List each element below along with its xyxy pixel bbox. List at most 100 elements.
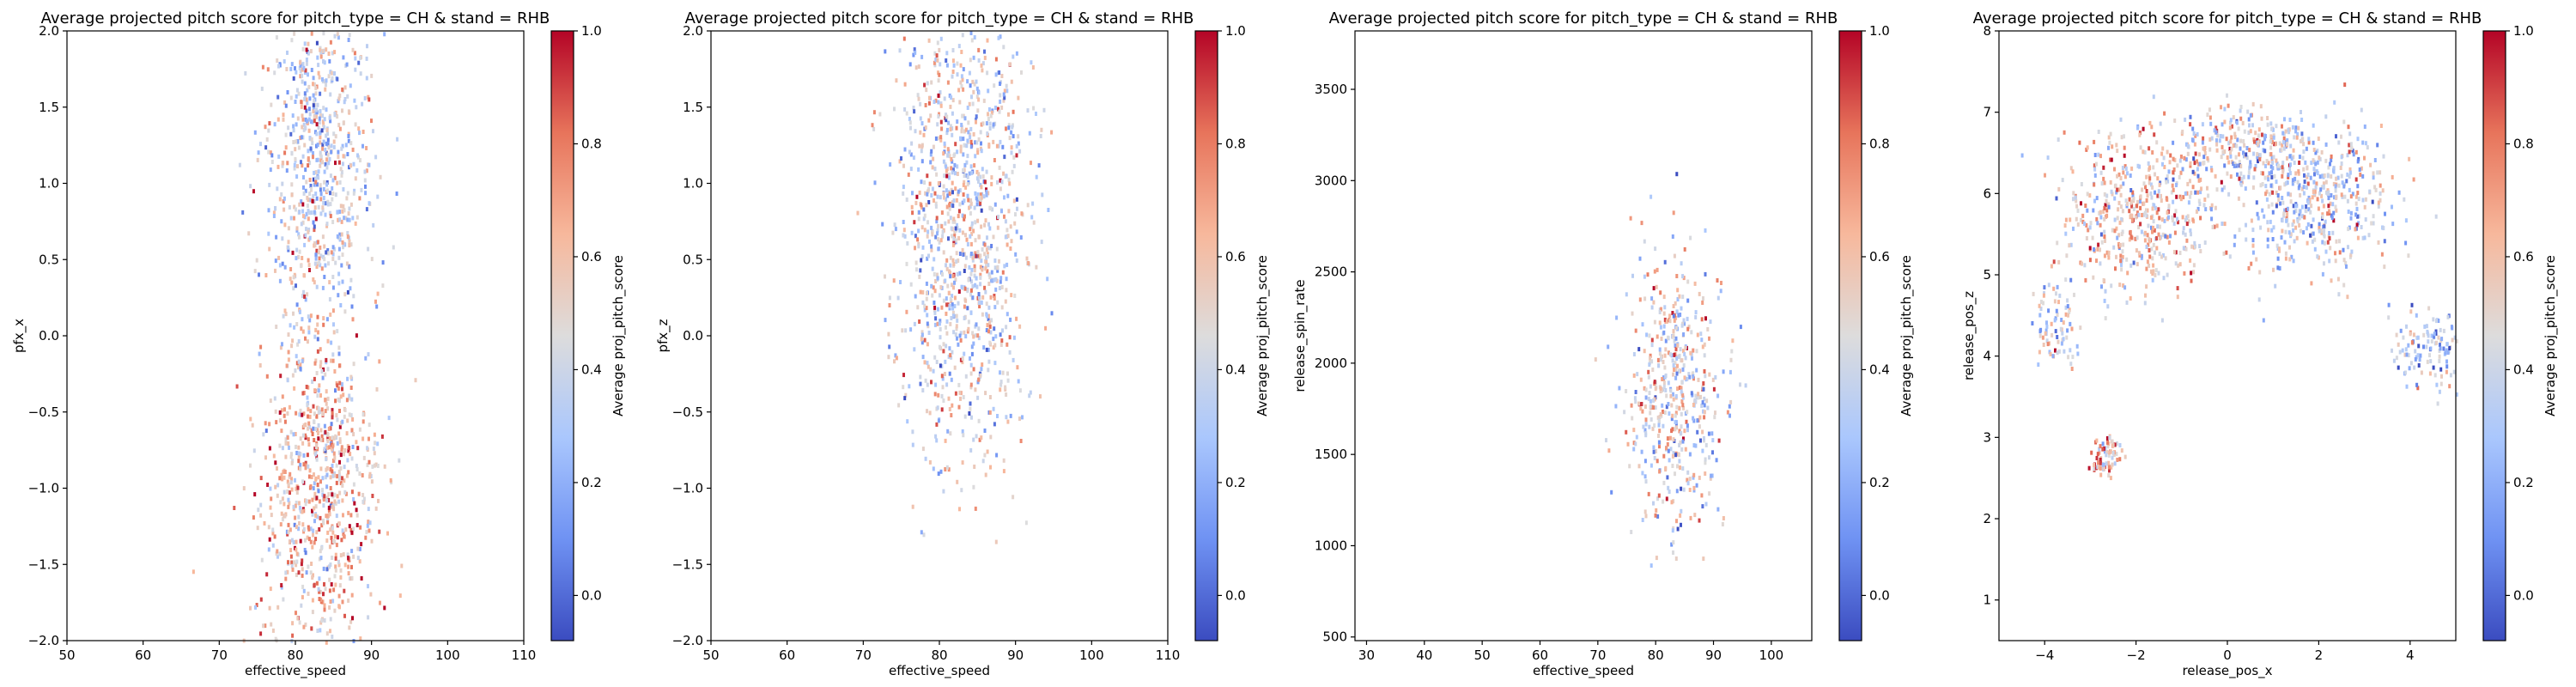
heatmap-cell bbox=[974, 283, 977, 288]
heatmap-cell bbox=[926, 382, 929, 387]
heatmap-cell bbox=[2182, 195, 2185, 200]
heatmap-cell bbox=[953, 152, 957, 157]
heatmap-cell bbox=[948, 346, 951, 351]
heatmap-cell bbox=[969, 406, 972, 411]
heatmap-cell bbox=[2103, 216, 2106, 222]
heatmap-cell bbox=[293, 560, 295, 565]
heatmap-cell bbox=[267, 208, 270, 213]
heatmap-cell bbox=[292, 128, 295, 133]
heatmap-cell bbox=[927, 220, 929, 225]
heatmap-cell bbox=[281, 236, 284, 241]
heatmap-cell bbox=[994, 334, 998, 339]
heatmap-cell bbox=[2342, 283, 2346, 288]
heatmap-cell bbox=[299, 69, 302, 74]
heatmap-cell bbox=[937, 70, 939, 76]
heatmap-cell bbox=[2276, 193, 2280, 198]
heatmap-cell bbox=[2113, 442, 2117, 447]
heatmap-cell bbox=[324, 372, 327, 377]
heatmap-cell bbox=[247, 231, 251, 236]
heatmap-cell bbox=[2245, 237, 2248, 242]
heatmap-cell bbox=[925, 296, 928, 301]
heatmap-cell bbox=[1039, 134, 1042, 138]
heatmap-cell bbox=[1625, 389, 1628, 393]
heatmap-cell bbox=[2320, 149, 2324, 155]
heatmap-cell bbox=[896, 295, 900, 301]
heatmap-cell bbox=[319, 253, 323, 258]
heatmap-cell bbox=[2093, 182, 2096, 187]
heatmap-cell bbox=[878, 112, 882, 117]
heatmap-cell bbox=[2194, 244, 2196, 249]
heatmap-cell bbox=[2102, 278, 2105, 283]
heatmap-cell bbox=[2145, 208, 2148, 213]
heatmap-cell bbox=[919, 374, 922, 380]
heatmap-cell bbox=[921, 355, 925, 360]
heatmap-cell bbox=[302, 588, 306, 593]
heatmap-cell bbox=[969, 371, 973, 376]
heatmap-cell bbox=[349, 83, 352, 88]
heatmap-cell bbox=[296, 164, 299, 169]
heatmap-cell bbox=[2356, 191, 2360, 196]
heatmap-cell bbox=[327, 74, 331, 79]
heatmap-cell bbox=[331, 463, 334, 468]
heatmap-cell bbox=[2351, 192, 2354, 197]
heatmap-cell bbox=[346, 217, 349, 222]
heatmap-cell bbox=[336, 383, 339, 388]
heatmap-cell bbox=[2173, 157, 2177, 162]
heatmap-cell bbox=[2268, 192, 2271, 197]
heatmap-cell bbox=[2179, 197, 2183, 202]
heatmap-cell bbox=[2093, 173, 2097, 178]
heatmap-cell bbox=[321, 146, 325, 151]
heatmap-cell bbox=[2274, 142, 2277, 147]
heatmap-cell bbox=[2103, 234, 2106, 240]
heatmap-cell bbox=[1630, 530, 1633, 534]
heatmap-cell bbox=[317, 587, 320, 592]
heatmap-cell bbox=[2357, 197, 2360, 202]
heatmap-cell bbox=[2300, 139, 2302, 143]
heatmap-cell bbox=[1634, 328, 1637, 333]
heatmap-cell bbox=[295, 539, 298, 544]
heatmap-cell bbox=[296, 139, 300, 143]
heatmap-cell bbox=[2063, 223, 2067, 228]
heatmap-cell bbox=[287, 482, 290, 487]
heatmap-cell bbox=[296, 116, 300, 121]
heatmap-cell bbox=[319, 154, 323, 159]
heatmap-cell bbox=[2211, 225, 2215, 229]
heatmap-cell bbox=[348, 264, 351, 270]
heatmap-cell bbox=[365, 530, 368, 534]
heatmap-cell bbox=[306, 403, 309, 408]
heatmap-cell bbox=[2318, 222, 2321, 227]
heatmap-cell bbox=[316, 55, 319, 60]
heatmap-cell bbox=[2289, 199, 2293, 204]
heatmap-cell bbox=[942, 398, 945, 403]
heatmap-cell bbox=[2356, 214, 2360, 219]
heatmap-cell bbox=[314, 252, 318, 258]
heatmap-cell bbox=[1659, 412, 1662, 416]
heatmap-cell bbox=[319, 140, 322, 145]
heatmap-cell bbox=[328, 445, 331, 450]
heatmap-cell bbox=[302, 185, 305, 190]
heatmap-cell bbox=[2333, 100, 2336, 105]
heatmap-cell bbox=[2392, 358, 2396, 363]
heatmap-cell bbox=[2117, 233, 2121, 238]
heatmap-cell bbox=[2158, 182, 2161, 187]
heatmap-cell bbox=[280, 408, 283, 413]
heatmap-cell bbox=[1679, 431, 1682, 436]
heatmap-cell bbox=[338, 380, 342, 386]
heatmap-cell bbox=[990, 175, 993, 180]
heatmap-cell bbox=[917, 96, 920, 101]
heatmap-cell bbox=[313, 582, 316, 587]
heatmap-cell bbox=[277, 255, 281, 260]
heatmap-cell bbox=[954, 142, 957, 147]
heatmap-cell bbox=[331, 447, 334, 452]
heatmap-cell bbox=[937, 78, 940, 83]
heatmap-cell bbox=[1645, 332, 1649, 337]
heatmap-cell bbox=[977, 234, 981, 240]
heatmap-cell bbox=[911, 442, 914, 447]
heatmap-cell bbox=[307, 157, 310, 162]
heatmap-cell bbox=[923, 228, 927, 233]
heatmap-cell bbox=[2257, 127, 2261, 132]
heatmap-cell bbox=[2239, 171, 2243, 176]
heatmap-cell bbox=[918, 143, 921, 149]
heatmap-cell bbox=[319, 589, 322, 594]
heatmap-cell bbox=[302, 411, 306, 416]
